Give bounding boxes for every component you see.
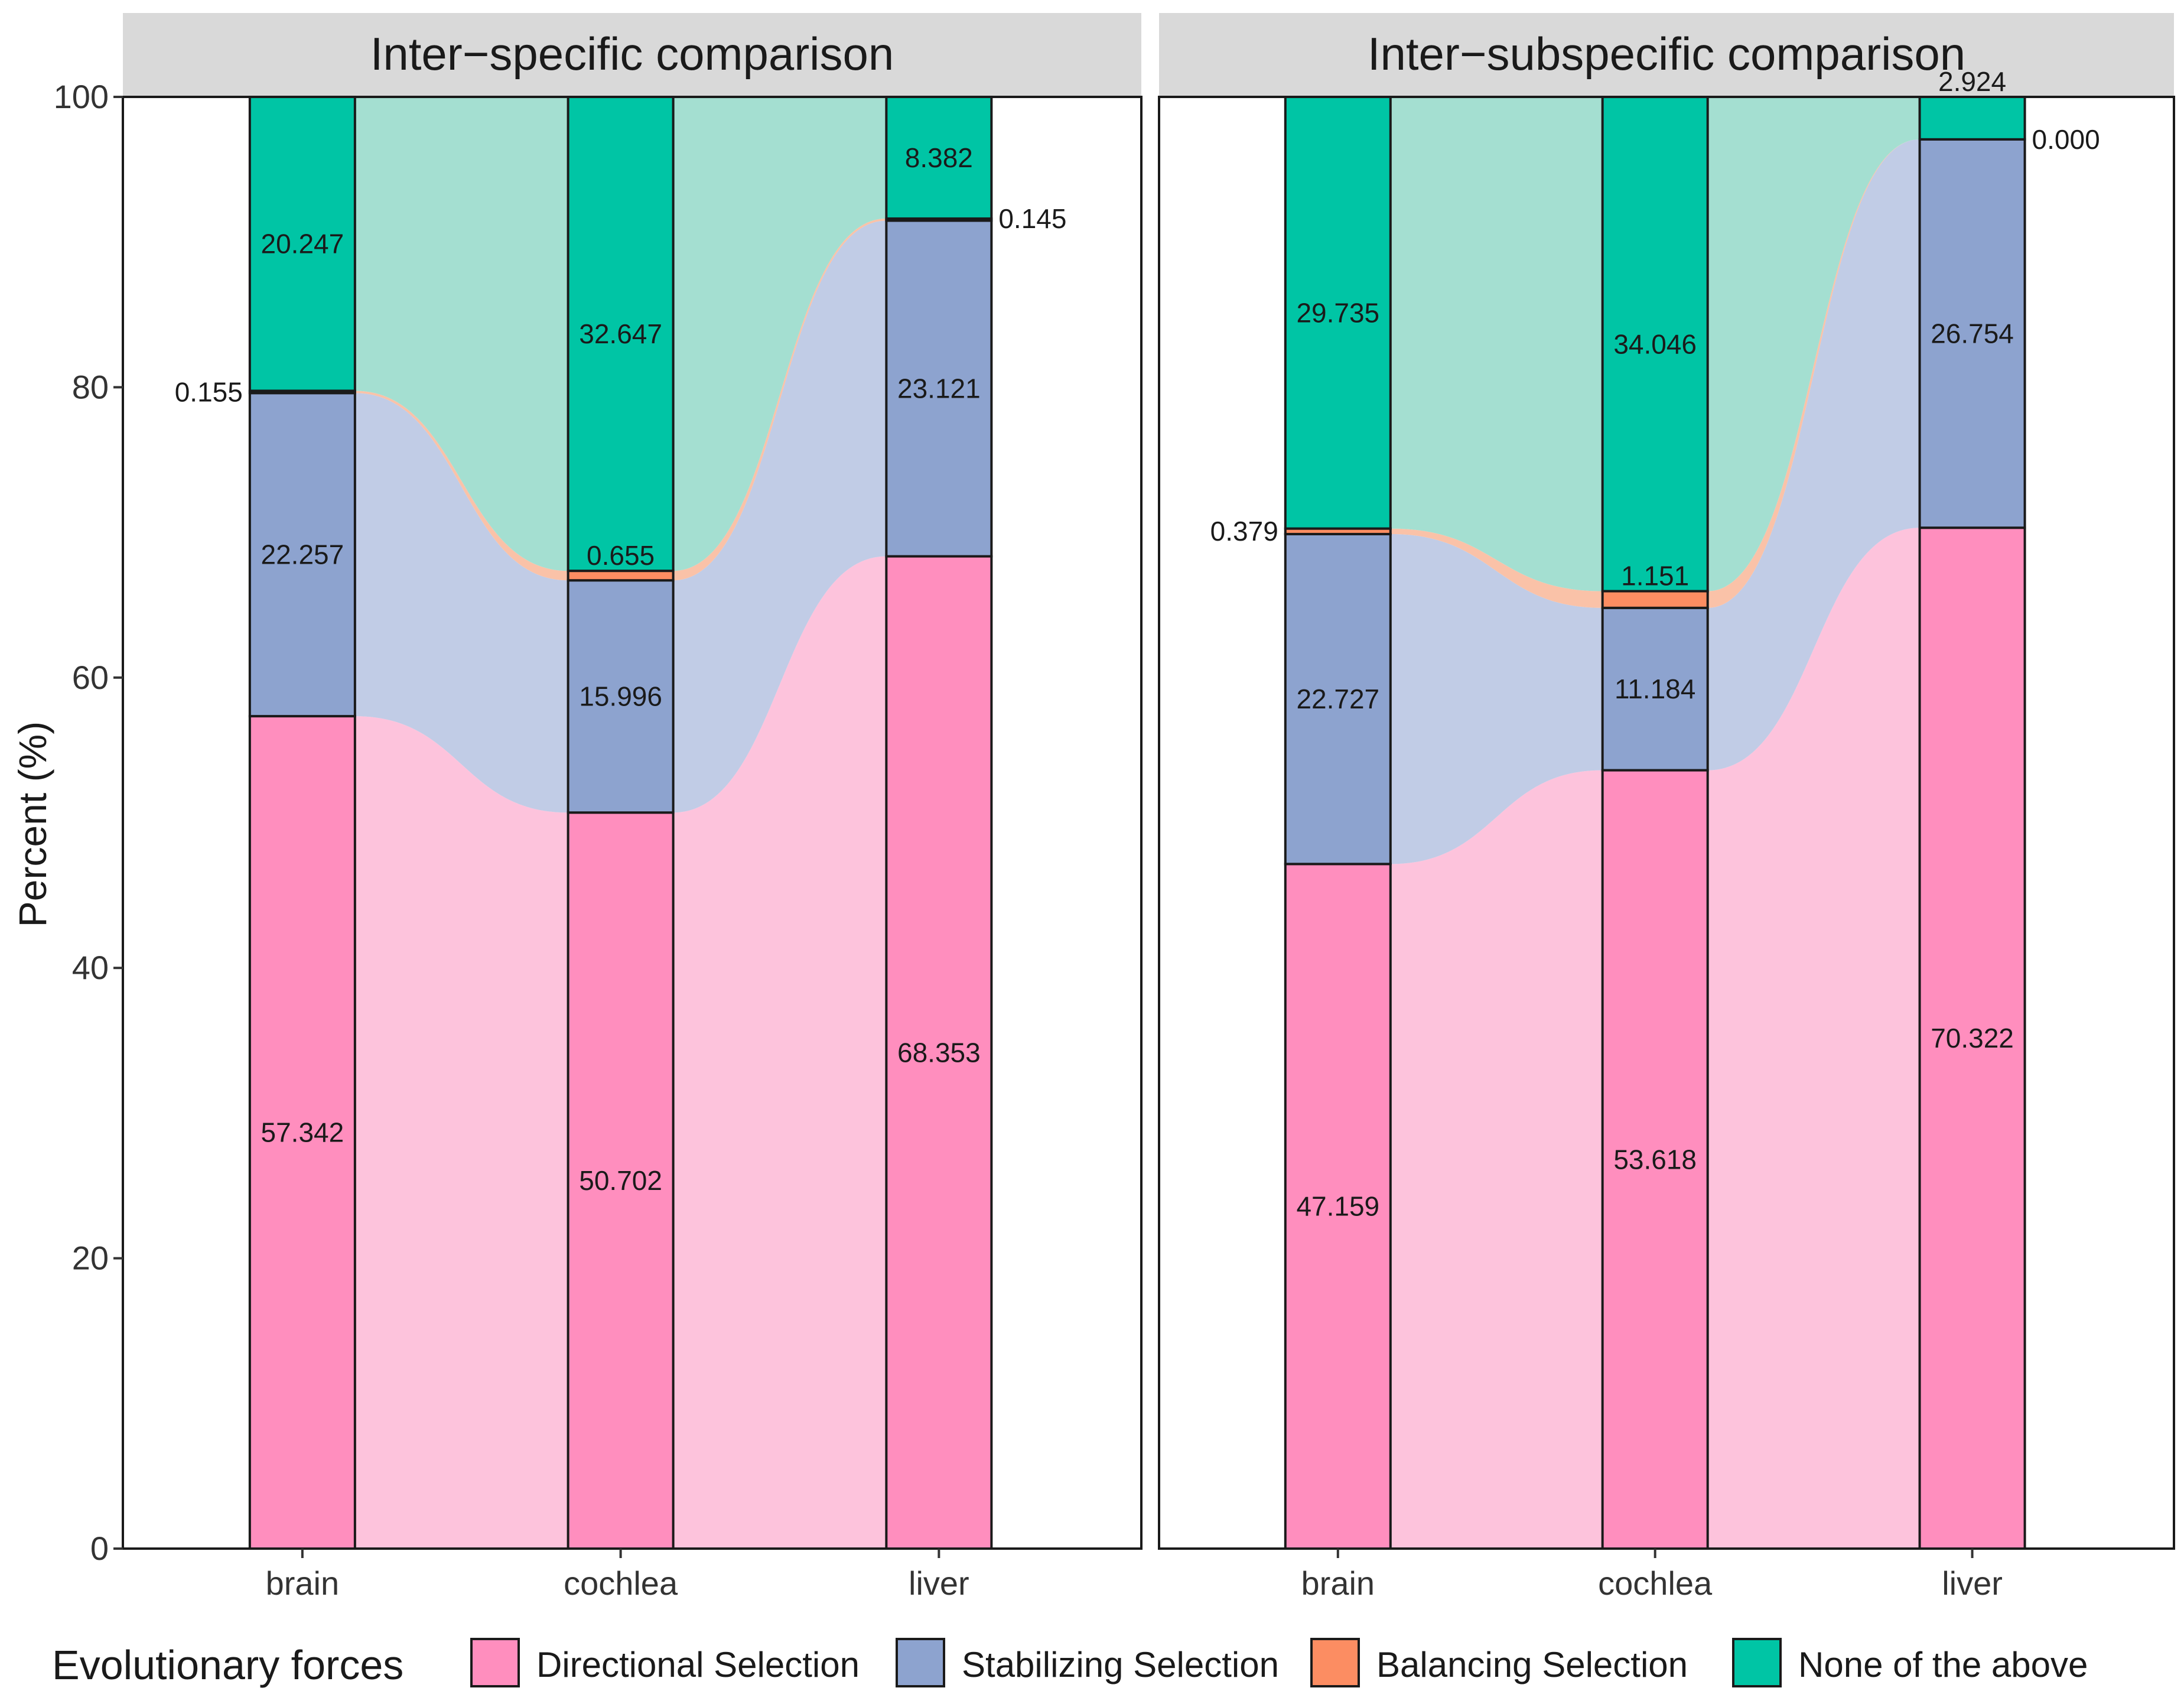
- data-label-brain-stabilizing-selection: 22.727: [1296, 684, 1379, 714]
- x-tick-label-liver: liver: [909, 1565, 969, 1602]
- bar-liver-stabilizing-selection: [1918, 138, 2026, 529]
- panel-inter-subspecific: Inter−subspecific comparison 47.159 22.727…: [1158, 13, 2175, 1602]
- bar-brain-stabilizing-selection: [1284, 532, 1392, 866]
- x-tick-label-liver: liver: [1942, 1565, 2003, 1602]
- panel-strip: [123, 13, 1141, 97]
- bar-liver-directional-selection: [1918, 526, 2026, 1550]
- y-axis: 0 20 40 60 80 100: [54, 78, 123, 1567]
- y-axis-title: Percent (%): [11, 721, 54, 927]
- legend-label-stabilizing-selection: Stabilizing Selection: [962, 1645, 1279, 1685]
- panel-inter-specific: Inter−specific comparison 57.342 22.257 0.1…: [122, 13, 1143, 1602]
- flows: [354, 96, 887, 1549]
- data-label-brain-directional-selection: 47.159: [1296, 1191, 1379, 1222]
- flow-stabilizing-selection: [673, 220, 887, 813]
- data-label-cochlea-balancing-selection: 0.655: [587, 540, 655, 571]
- flow-balancing-selection: [673, 218, 887, 581]
- legend-label-balancing-selection: Balancing Selection: [1376, 1645, 1688, 1685]
- bar-liver-none-of-the-above: [885, 95, 993, 220]
- bar-cochlea-stabilizing-selection: [1601, 606, 1709, 772]
- bar-cochlea-none-of-the-above: [1601, 96, 1709, 593]
- data-label-cochlea-directional-selection: 50.702: [579, 1165, 662, 1196]
- bar-brain-stabilizing-selection: [248, 392, 356, 718]
- data-label-brain-balancing-selection: 0.379: [1210, 516, 1278, 547]
- legend-title: Evolutionary forces: [52, 1642, 403, 1688]
- flow-none-of-the-above: [1707, 97, 1920, 591]
- bar-brain-none-of-the-above: [1284, 96, 1392, 530]
- legend: Evolutionary forces Directional Selectio…: [52, 1638, 2088, 1688]
- x-tick-label-cochlea: cochlea: [564, 1565, 678, 1602]
- legend-key-balancing-selection: [1310, 1638, 1360, 1687]
- bar-cochlea-balancing-selection: [1601, 590, 1709, 609]
- x-tick-label-brain: brain: [1301, 1565, 1375, 1602]
- bar-cochlea-balancing-selection: [567, 570, 675, 582]
- bar-liver-directional-selection: [885, 555, 993, 1550]
- legend-key-directional-selection: [470, 1638, 520, 1687]
- flows: [1390, 97, 1920, 1549]
- data-label-liver-none-of-the-above: 2.924: [1938, 66, 2006, 97]
- bar-brain-directional-selection: [248, 715, 356, 1550]
- bar-cochlea-directional-selection: [1601, 769, 1709, 1550]
- flow-none-of-the-above: [1390, 97, 1603, 591]
- flow-stabilizing-selection: [1707, 139, 1920, 770]
- panel-border: [122, 96, 1143, 1550]
- flow-none-of-the-above: [673, 96, 887, 571]
- data-label-cochlea-stabilizing-selection: 11.184: [1615, 674, 1695, 704]
- bar-brain-none-of-the-above: [248, 95, 356, 392]
- data-labels: 57.342 22.257 0.155 20.247 50.702 15.996 0.655…: [175, 142, 1067, 1196]
- data-label-cochlea-stabilizing-selection: 15.996: [579, 681, 662, 712]
- data-label-liver-none-of-the-above: 8.382: [905, 142, 973, 173]
- legend-key-none-of-the-above: [1732, 1638, 1782, 1687]
- bars: [248, 95, 993, 1550]
- data-label-cochlea-none-of-the-above: 34.046: [1613, 329, 1697, 359]
- data-labels: 47.159 22.727 0.379 29.735 53.618 11.184 1.151…: [1210, 66, 2100, 1222]
- flow-balancing-selection: [1390, 528, 1603, 608]
- flow-directional-selection: [673, 556, 887, 1549]
- flow-stabilizing-selection: [354, 393, 568, 813]
- panel-border: [1158, 96, 2175, 1550]
- y-tick-label: 100: [54, 78, 109, 115]
- data-label-brain-none-of-the-above: 29.735: [1296, 297, 1379, 328]
- legend-label-directional-selection: Directional Selection: [536, 1645, 860, 1685]
- flow-stabilizing-selection: [1390, 534, 1603, 864]
- bars: [1284, 96, 2026, 1550]
- panel-title: Inter−specific comparison: [370, 28, 894, 80]
- panel-strip: [1159, 13, 2174, 97]
- bar-liver-none-of-the-above: [1918, 96, 2026, 141]
- y-tick-label: 80: [72, 368, 109, 405]
- data-label-brain-directional-selection: 57.342: [261, 1117, 344, 1148]
- data-label-brain-balancing-selection: 0.155: [175, 376, 243, 407]
- flow-balancing-selection: [354, 391, 568, 581]
- x-tick-label-brain: brain: [266, 1565, 340, 1602]
- y-tick-label: 0: [90, 1530, 109, 1567]
- data-label-liver-stabilizing-selection: 26.754: [1931, 318, 2014, 349]
- data-label-liver-directional-selection: 70.322: [1931, 1023, 2014, 1053]
- flow-directional-selection: [354, 716, 568, 1549]
- y-tick-label: 60: [72, 659, 109, 696]
- x-tick-label-cochlea: cochlea: [1598, 1565, 1713, 1602]
- panel-title: Inter−subspecific comparison: [1368, 28, 1965, 80]
- data-label-liver-stabilizing-selection: 23.121: [897, 373, 981, 404]
- flow-none-of-the-above: [354, 96, 568, 571]
- data-label-cochlea-none-of-the-above: 32.647: [579, 318, 662, 349]
- bar-liver-stabilizing-selection: [885, 219, 993, 558]
- y-tick-label: 40: [72, 949, 109, 986]
- flow-directional-selection: [1390, 770, 1603, 1549]
- bar-brain-directional-selection: [1284, 863, 1392, 1550]
- flow-balancing-selection: [1707, 139, 1920, 608]
- bar-cochlea-none-of-the-above: [567, 96, 675, 573]
- legend-label-none-of-the-above: None of the above: [1798, 1645, 2088, 1685]
- flow-directional-selection: [1707, 528, 1920, 1549]
- data-label-liver-directional-selection: 68.353: [897, 1037, 981, 1068]
- legend-key-stabilizing-selection: [896, 1638, 945, 1687]
- data-label-liver-balancing-selection: 0.145: [998, 203, 1066, 234]
- data-label-cochlea-directional-selection: 53.618: [1613, 1144, 1697, 1175]
- data-label-cochlea-balancing-selection: 1.151: [1621, 561, 1689, 591]
- data-label-liver-balancing-selection: 0.000: [2032, 124, 2100, 155]
- y-tick-label: 20: [72, 1240, 109, 1277]
- data-label-brain-stabilizing-selection: 22.257: [261, 539, 344, 570]
- data-label-brain-none-of-the-above: 20.247: [261, 229, 344, 259]
